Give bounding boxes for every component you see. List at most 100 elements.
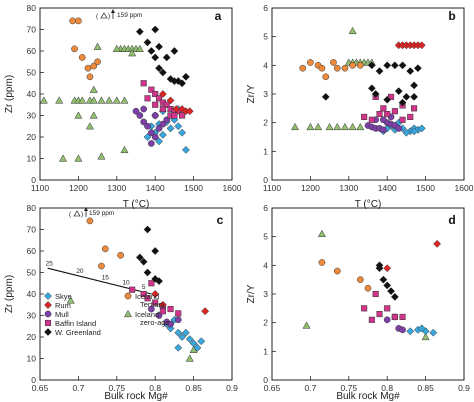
data-point-w-greenland xyxy=(367,61,376,70)
legend-marker-w-greenland xyxy=(44,328,52,336)
data-point-w-greenland xyxy=(402,92,411,101)
data-point-w-greenland xyxy=(383,281,392,290)
data-point-iceland-tertiary xyxy=(307,59,314,66)
y-tick-label: 30 xyxy=(27,111,37,121)
data-point-baffin-island xyxy=(380,105,387,112)
annotation-paren-left-c: ( xyxy=(69,211,72,218)
panel-d: 0.65 0.7 0.75 0.8 0.85 0.9 0 1 2 3 4 5 6 d Bulk roc… xyxy=(246,203,470,402)
data-point-w-greenland xyxy=(151,25,160,34)
data-point-baffin-island xyxy=(376,311,383,318)
points-c xyxy=(66,217,210,362)
data-point-rum xyxy=(151,290,160,298)
y-tick-label: 0 xyxy=(31,175,36,185)
data-point-baffin-island xyxy=(399,116,406,123)
data-point-rum xyxy=(433,239,442,248)
data-point-w-greenland xyxy=(410,81,419,90)
data-point-iceland-zero-age xyxy=(340,122,349,131)
data-point-iceland-zero-age xyxy=(97,96,106,104)
y-ticks-c: 0 10 20 30 40 50 60 70 80 xyxy=(27,203,44,385)
data-point-w-greenland xyxy=(135,27,144,36)
data-point-baffin-island xyxy=(140,80,147,87)
data-point-iceland-zero-age xyxy=(348,26,357,35)
points-b xyxy=(291,26,426,137)
data-point-skye xyxy=(158,130,167,139)
y-tick-label: 60 xyxy=(27,246,37,256)
data-point-w-greenland xyxy=(143,38,152,47)
data-point-mull xyxy=(148,129,155,137)
data-point-baffin-island xyxy=(391,108,398,115)
legend-label: Mull xyxy=(55,310,69,319)
data-point-mull xyxy=(380,126,387,134)
y-tick-label: 0 xyxy=(31,375,36,385)
data-point-iceland-zero-age xyxy=(120,96,129,104)
data-point-baffin-island xyxy=(384,111,391,118)
y-tick-label: 80 xyxy=(27,203,37,213)
y-tick-label: 80 xyxy=(27,3,37,13)
y-tick-label: 0 xyxy=(263,175,268,185)
data-point-mull xyxy=(151,133,159,141)
data-point-skye xyxy=(417,324,426,333)
data-point-iceland-zero-age xyxy=(314,122,323,131)
data-point-iceland-zero-age xyxy=(302,321,311,329)
data-point-iceland-zero-age xyxy=(93,42,102,50)
data-point-skye xyxy=(410,127,419,136)
x-axis-label-a: T (°C) xyxy=(123,199,150,210)
panel-label-c: c xyxy=(217,213,224,227)
data-point-mull xyxy=(136,112,144,119)
plot-frame-a xyxy=(39,7,233,181)
data-point-w-greenland xyxy=(143,225,152,234)
data-point-iceland-zero-age xyxy=(120,145,129,154)
data-point-rum xyxy=(417,41,426,50)
data-point-mull xyxy=(140,118,148,126)
data-point-iceland-zero-age xyxy=(356,122,365,131)
annotation-a: ( ) 159 ppm xyxy=(96,9,142,20)
y-axis-label-b: Zr/Y xyxy=(246,84,257,103)
data-point-iceland-tertiary xyxy=(356,276,364,284)
x-ticks-c: 0.65 0.7 0.75 0.8 0.85 0.9 xyxy=(32,376,238,393)
x-tick-label: 0.7 xyxy=(304,383,316,393)
data-point-w-greenland xyxy=(139,257,148,266)
trend-label: 20 xyxy=(76,268,84,275)
x-tick-label: 1300 xyxy=(107,183,126,193)
data-point-iceland-zero-age xyxy=(135,44,144,52)
data-point-mull xyxy=(159,120,167,128)
data-point-iceland-tertiary xyxy=(341,64,349,72)
data-point-iceland-tertiary xyxy=(90,62,98,70)
data-point-skye xyxy=(174,343,183,352)
x-tick-label: 1100 xyxy=(31,183,50,193)
data-point-baffin-island xyxy=(384,305,391,312)
data-point-mull xyxy=(144,122,151,130)
data-point-iceland-zero-age xyxy=(128,49,137,57)
y-tick-label: 5 xyxy=(263,32,268,42)
data-point-w-greenland xyxy=(143,268,152,277)
data-point-skye xyxy=(174,122,183,131)
data-point-iceland-zero-age xyxy=(333,122,342,131)
y-tick-label: 2 xyxy=(263,318,268,328)
y-tick-label: 6 xyxy=(263,3,268,13)
data-point-w-greenland xyxy=(375,67,384,76)
legend-label: Skye xyxy=(55,292,72,301)
data-point-rum xyxy=(158,300,167,309)
data-point-skye xyxy=(402,128,411,137)
x-tick-label: 0.85 xyxy=(417,383,434,393)
data-point-iceland-tertiary xyxy=(318,259,326,266)
legend-label: Rum xyxy=(55,301,71,310)
data-point-iceland-zero-age xyxy=(78,96,87,104)
annotation-text-c: 159 ppm xyxy=(89,210,114,217)
data-point-iceland-zero-age xyxy=(89,85,98,93)
data-point-iceland-tertiary xyxy=(101,245,109,253)
x-tick-label: 0.7 xyxy=(72,383,84,393)
data-point-baffin-island xyxy=(148,280,155,287)
data-point-iceland-zero-age xyxy=(89,111,98,119)
data-point-iceland-tertiary xyxy=(117,251,124,259)
data-point-baffin-island xyxy=(152,299,159,306)
y-tick-label: 50 xyxy=(27,68,37,78)
data-point-w-greenland xyxy=(178,79,187,88)
data-point-mull xyxy=(174,316,182,324)
x-ticks-a: 1100 1200 1300 1400 1500 1600 xyxy=(31,176,242,193)
x-tick-label: 0.8 xyxy=(149,383,161,393)
plot-frame-b xyxy=(271,7,465,181)
data-point-iceland-zero-age xyxy=(317,229,326,237)
data-point-iceland-tertiary xyxy=(333,64,341,72)
